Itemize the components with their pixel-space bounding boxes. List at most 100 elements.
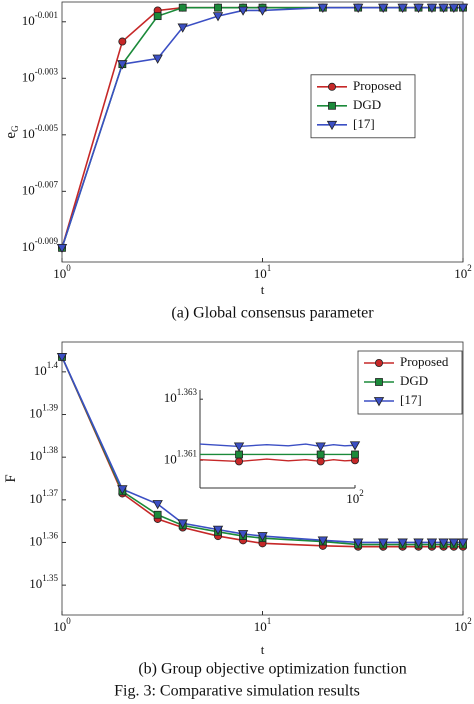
y-tick-label: 10-0.001	[22, 10, 58, 28]
x-tick-label: 100	[53, 616, 71, 634]
marker	[327, 82, 336, 91]
marker	[233, 442, 245, 452]
marker	[316, 457, 325, 466]
marker	[326, 120, 338, 131]
y-tick-label-base: 10	[22, 69, 35, 84]
y-tick-label: 10-0.003	[22, 66, 59, 84]
x-tick-label-base: 10	[53, 266, 66, 281]
marker	[378, 538, 389, 548]
marker	[352, 538, 364, 548]
marker	[214, 3, 222, 12]
y-tick-label: 101.4	[34, 360, 59, 378]
y-tick-label-exp: -0.005	[35, 123, 59, 133]
marker	[257, 6, 268, 16]
x-tick-label: 102	[454, 263, 472, 281]
marker	[397, 538, 408, 548]
y-tick-label-exp: 1.37	[42, 488, 58, 498]
marker	[378, 3, 389, 13]
x-tick-label-base: 10	[454, 266, 467, 281]
series-line	[61, 6, 463, 249]
inset-y-tick-label: 101.363	[164, 387, 198, 405]
x-tick-label: 101	[254, 616, 272, 634]
marker	[448, 3, 460, 13]
marker	[56, 243, 68, 254]
y-tick-label-base: 10	[22, 13, 35, 28]
marker	[351, 450, 359, 459]
legend-label: [17]	[353, 116, 375, 131]
y-tick-label: 10-0.005	[22, 123, 59, 141]
y-tick-label-exp: 1.35	[42, 573, 58, 583]
marker	[153, 510, 162, 519]
x-tick-label-exp: 2	[467, 616, 472, 626]
inset-x-tick-label-base: 10	[346, 491, 359, 506]
y-tick-label-base: 10	[34, 363, 47, 378]
series-line	[61, 356, 463, 546]
marker	[457, 3, 469, 13]
inset-y-tick-label-exp: 1.361	[177, 448, 197, 458]
marker	[152, 54, 163, 64]
y-tick-label-exp: 1.36	[42, 531, 58, 541]
legend-label: [17]	[400, 392, 422, 407]
marker	[153, 12, 162, 21]
x-tick-label: 101	[254, 263, 272, 281]
marker	[426, 3, 438, 13]
y-tick-label: 101.35	[29, 573, 58, 591]
marker	[237, 530, 249, 540]
marker	[448, 538, 460, 548]
x-tick-label-base: 10	[53, 619, 66, 634]
y-tick-label-base: 10	[29, 491, 42, 506]
inset-y-tick-label-exp: 1.363	[177, 387, 198, 397]
marker	[56, 353, 68, 363]
marker	[177, 519, 188, 529]
y-tick-label: 101.37	[29, 488, 58, 506]
y-tick-label-exp: 1.39	[42, 403, 58, 413]
inset-line	[199, 443, 356, 448]
legend-label: Proposed	[400, 354, 449, 369]
x-tick-label-base: 10	[454, 619, 467, 634]
y-tick-label-base: 10	[29, 533, 42, 548]
figure-caption: Fig. 3: Comparative simulation results	[114, 683, 360, 700]
y-tick-label-base: 10	[29, 406, 42, 421]
marker	[352, 3, 364, 13]
marker	[212, 12, 224, 22]
y-tick-label-base: 10	[22, 182, 35, 197]
y-tick-label-base: 10	[29, 448, 42, 463]
marker	[457, 538, 469, 548]
y-tick-label-exp: -0.001	[35, 10, 58, 20]
inset-y-tick-label: 101.361	[164, 448, 197, 466]
marker	[438, 3, 449, 13]
marker	[373, 397, 385, 407]
inset-x-tick-label-exp: 2	[359, 488, 364, 498]
marker	[375, 378, 383, 386]
legend-label: DGD	[353, 97, 381, 112]
y-axis-label-sub: G	[10, 125, 20, 132]
marker	[328, 101, 336, 110]
y-tick-label: 101.38	[29, 445, 58, 463]
marker	[413, 3, 424, 13]
legend-label: DGD	[400, 373, 428, 388]
y-axis-label-main: F	[3, 474, 19, 482]
marker	[118, 37, 127, 46]
marker	[349, 441, 361, 451]
marker	[413, 538, 424, 548]
marker	[117, 60, 128, 70]
y-tick-label-base: 10	[22, 126, 35, 141]
marker	[316, 450, 325, 459]
x-tick-label: 102	[454, 616, 472, 634]
y-tick-label: 101.36	[29, 531, 58, 549]
inset-y-tick-label-base: 10	[164, 390, 177, 405]
marker	[317, 3, 329, 13]
x-tick-label-exp: 2	[467, 263, 472, 273]
x-tick-label-exp: 1	[267, 263, 272, 273]
legend-label: Proposed	[353, 78, 402, 93]
series-line	[61, 356, 463, 544]
marker	[257, 532, 268, 542]
marker	[317, 536, 329, 546]
y-tick-label-exp: -0.009	[35, 236, 59, 246]
y-tick-label: 10-0.009	[22, 236, 59, 254]
y-tick-label-exp: -0.003	[35, 66, 59, 76]
marker	[152, 500, 163, 510]
x-axis-label: t	[261, 642, 265, 657]
marker	[235, 450, 243, 459]
